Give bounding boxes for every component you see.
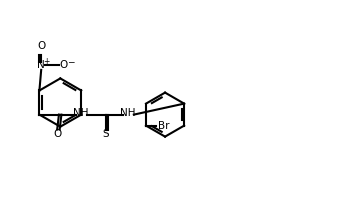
Text: N: N [37,60,45,70]
Text: Br: Br [158,121,169,131]
Text: −: − [67,57,75,66]
Text: S: S [102,129,109,139]
Text: NH: NH [120,108,135,118]
Text: O: O [37,41,45,51]
Text: O: O [53,129,61,139]
Text: O: O [59,60,68,70]
Text: NH: NH [73,108,89,118]
Text: +: + [44,57,50,66]
